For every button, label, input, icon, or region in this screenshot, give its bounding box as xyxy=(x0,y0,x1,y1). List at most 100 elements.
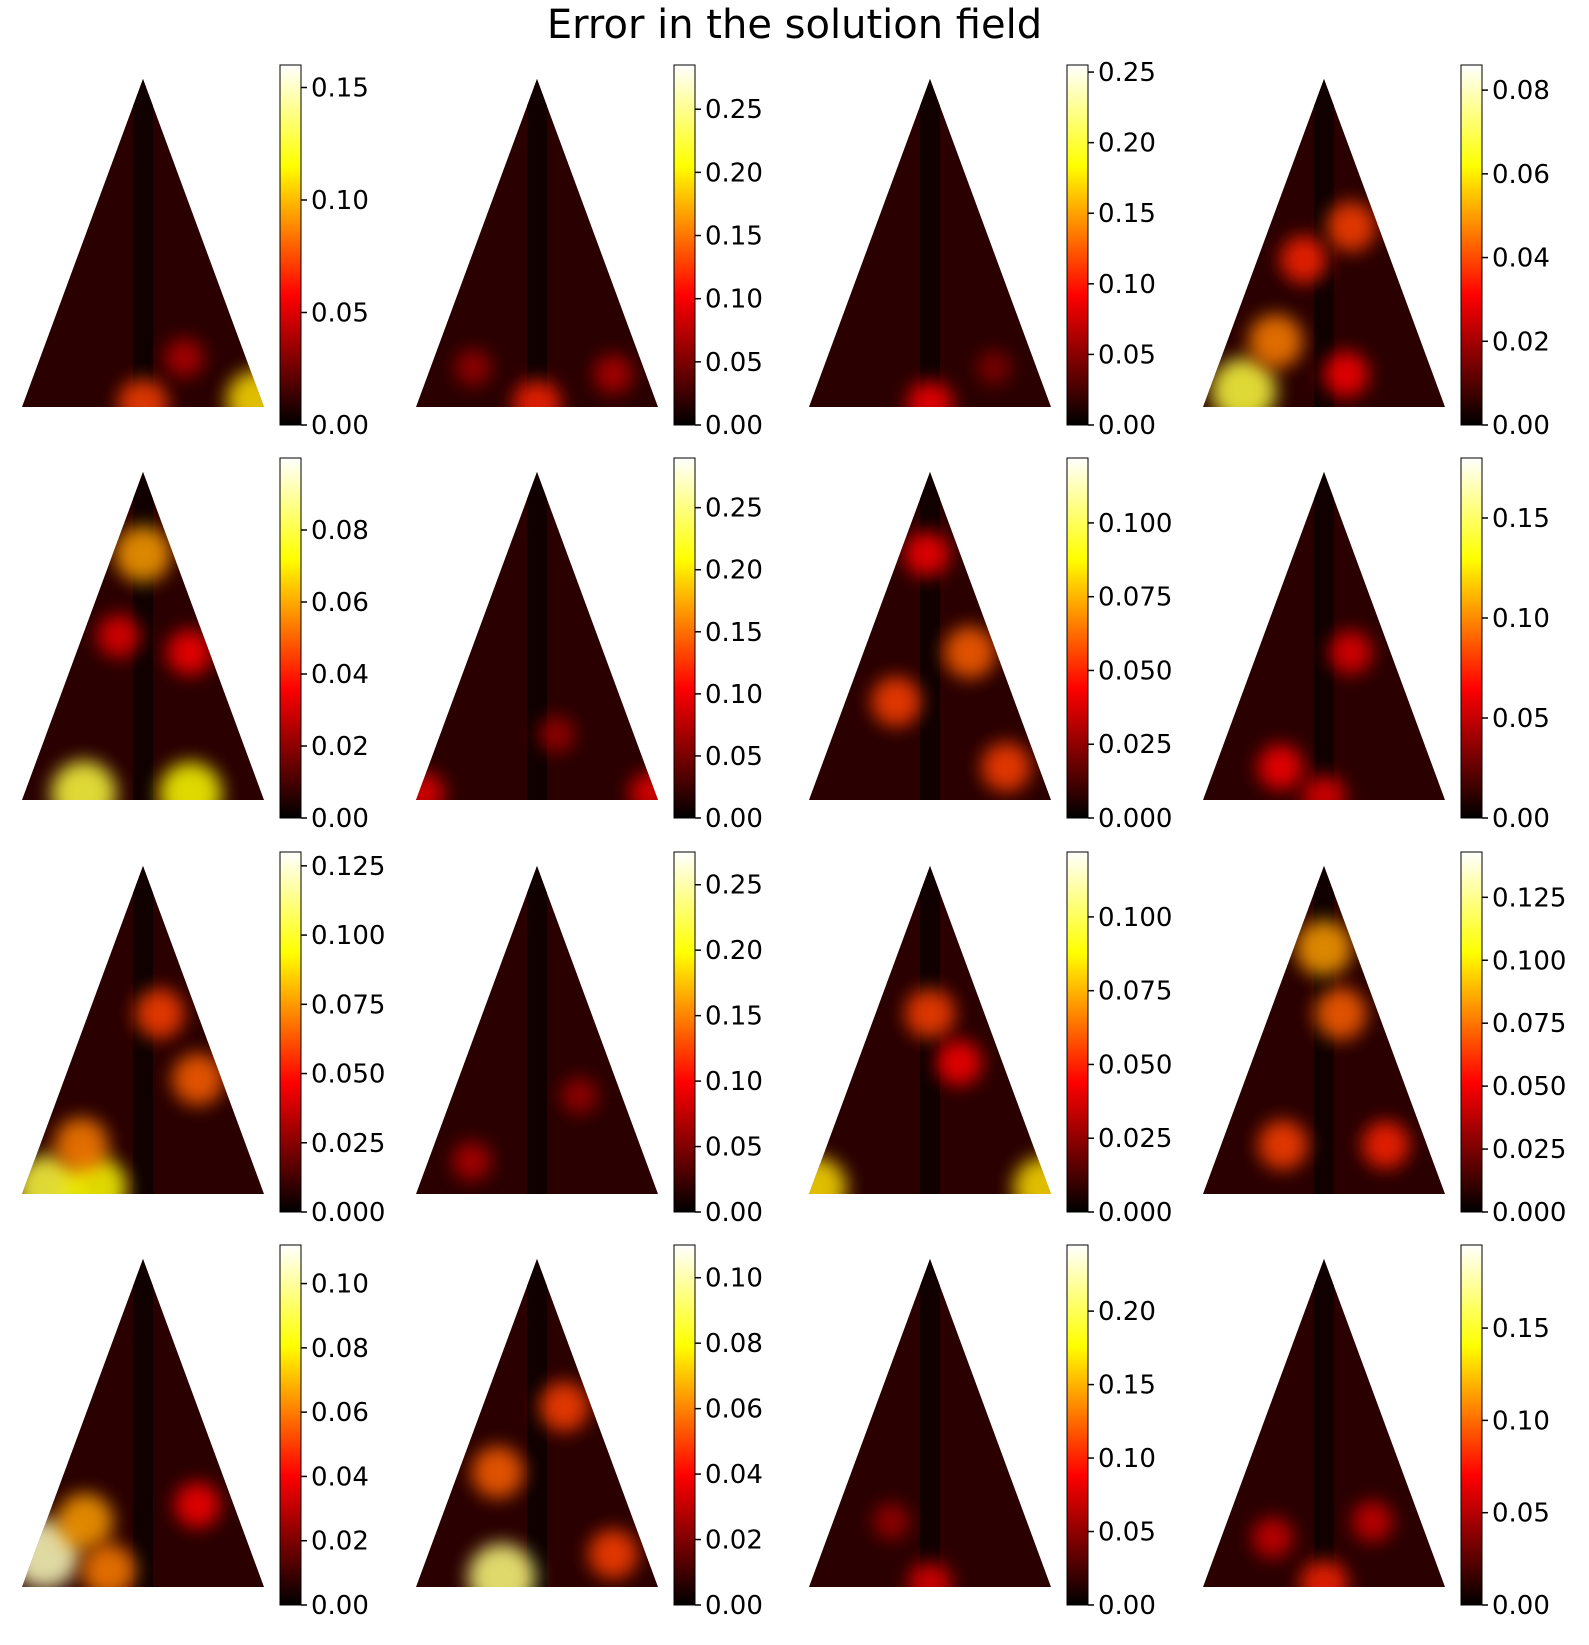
error-hotspot xyxy=(1248,314,1302,368)
error-hotspot xyxy=(226,370,287,431)
colorbar xyxy=(280,65,301,425)
error-hotspot xyxy=(873,1503,910,1540)
colorbar-tick-label: 0.025 xyxy=(1492,1135,1566,1165)
error-hotspot xyxy=(977,350,1012,385)
colorbar-tick-label: 0.05 xyxy=(1492,704,1550,734)
error-hotspot xyxy=(97,614,140,657)
error-hotspot xyxy=(1013,1157,1074,1218)
error-field xyxy=(786,866,1075,1218)
error-hotspot xyxy=(81,1543,135,1597)
colorbar xyxy=(674,1245,695,1605)
colorbar-tick-label: 0.00 xyxy=(311,1591,369,1621)
centerline-band xyxy=(527,1259,547,1587)
error-hotspot xyxy=(1258,1120,1308,1170)
error-hotspot xyxy=(904,531,950,577)
colorbar-tick-label: 0.10 xyxy=(705,285,763,315)
error-hotspot xyxy=(539,1382,589,1432)
colorbar-tick-label: 0.10 xyxy=(705,1264,763,1294)
heatmap-panel: 0.00 0.05 0.10 0.15 0.20 0.25 xyxy=(787,62,1182,454)
colorbar-tick-label: 0.00 xyxy=(1492,804,1550,834)
colorbar xyxy=(1461,852,1482,1212)
colorbar-tick-label: 0.08 xyxy=(311,1334,369,1364)
heatmap-panel: 0.00 0.02 0.04 0.06 0.08 xyxy=(0,455,395,847)
error-hotspot xyxy=(1362,1121,1410,1169)
error-hotspot xyxy=(561,1077,598,1114)
error-hotspot xyxy=(51,761,116,826)
colorbar-tick-label: 0.050 xyxy=(1098,1050,1172,1080)
colorbar-tick-label: 0.06 xyxy=(311,1398,369,1428)
error-hotspot xyxy=(172,1053,224,1105)
colorbar-tick-label: 0.20 xyxy=(705,556,763,586)
heatmap-svg: 0.00 0.05 0.10 0.15 xyxy=(1181,1242,1576,1634)
error-hotspot xyxy=(538,716,575,753)
colorbar-tick-label: 0.04 xyxy=(705,1460,763,1490)
colorbar-tick-label: 0.10 xyxy=(1492,1406,1550,1436)
colorbar-tick-label: 0.025 xyxy=(1098,730,1172,760)
colorbar-tick-label: 0.00 xyxy=(705,1198,763,1228)
colorbar-tick-label: 0.00 xyxy=(311,411,369,441)
colorbar-tick-label: 0.050 xyxy=(1492,1072,1566,1102)
heatmap-svg: 0.00 0.05 0.10 0.15 0.20 0.25 xyxy=(394,849,789,1241)
colorbar-tick-label: 0.05 xyxy=(311,299,369,329)
colorbar-tick-label: 0.100 xyxy=(1098,509,1172,539)
error-hotspot xyxy=(118,379,168,429)
colorbar-tick-label: 0.00 xyxy=(705,804,763,834)
colorbar-tick-label: 0.04 xyxy=(311,1462,369,1492)
colorbar-tick-label: 0.10 xyxy=(311,186,369,216)
colorbar-tick-label: 0.125 xyxy=(1492,883,1566,913)
heatmap-panel: 0.000 0.025 0.050 0.075 0.100 0.125 xyxy=(1181,849,1576,1241)
colorbar-tick-label: 0.15 xyxy=(705,1002,763,1032)
colorbar-tick-label: 0.10 xyxy=(1492,604,1550,634)
heatmap-svg: 0.00 0.05 0.10 0.15 0.20 xyxy=(787,1242,1182,1634)
colorbar-tick-label: 0.10 xyxy=(1098,1444,1156,1474)
error-hotspot xyxy=(1300,1560,1348,1608)
colorbar-tick-label: 0.025 xyxy=(311,1129,385,1159)
colorbar-tick-label: 0.05 xyxy=(705,348,763,378)
colorbar xyxy=(280,458,301,818)
centerline-band xyxy=(920,472,940,800)
error-hotspot xyxy=(1302,775,1345,818)
colorbar xyxy=(1461,1245,1482,1605)
colorbar xyxy=(674,458,695,818)
centerline-band xyxy=(527,79,547,407)
colorbar-tick-label: 0.15 xyxy=(311,74,369,104)
centerline-band xyxy=(1314,472,1334,800)
colorbar-tick-label: 0.00 xyxy=(1492,1591,1550,1621)
colorbar-tick-label: 0.10 xyxy=(1098,270,1156,300)
error-hotspot xyxy=(401,772,444,815)
heatmap-svg: 0.000 0.025 0.050 0.075 0.100 0.125 xyxy=(0,849,395,1241)
error-hotspot xyxy=(629,772,672,815)
colorbar-tick-label: 0.10 xyxy=(311,1270,369,1300)
error-hotspot xyxy=(159,762,222,825)
colorbar-tick-label: 0.04 xyxy=(1492,244,1550,274)
heatmap-svg: 0.00 0.05 0.10 0.15 xyxy=(0,62,395,454)
heatmap-svg: 0.00 0.05 0.10 0.15 0.20 0.25 xyxy=(394,455,789,847)
colorbar xyxy=(674,852,695,1212)
error-hotspot xyxy=(944,626,996,678)
error-hotspot xyxy=(936,1040,982,1086)
heatmap-panel: 0.00 0.05 0.10 0.15 0.20 xyxy=(787,1242,1182,1634)
heatmap-panel: 0.00 0.02 0.04 0.06 0.08 0.10 xyxy=(394,1242,789,1634)
colorbar-tick-label: 0.15 xyxy=(705,222,763,252)
heatmap-panel: 0.00 0.05 0.10 0.15 xyxy=(1181,1242,1576,1634)
colorbar-tick-label: 0.25 xyxy=(1098,58,1156,88)
colorbar-tick-label: 0.20 xyxy=(1098,129,1156,159)
colorbar-tick-label: 0.000 xyxy=(1098,804,1172,834)
colorbar-tick-label: 0.00 xyxy=(705,1591,763,1621)
error-field xyxy=(51,472,222,826)
colorbar-tick-label: 0.04 xyxy=(311,660,369,690)
error-hotspot xyxy=(134,989,184,1039)
colorbar-tick-label: 0.075 xyxy=(311,990,385,1020)
heatmap-panel: 0.00 0.05 0.10 0.15 0.20 0.25 xyxy=(394,849,789,1241)
heatmap-panel: 0.00 0.05 0.10 0.15 0.20 0.25 xyxy=(394,455,789,847)
centerline-band xyxy=(920,79,940,407)
colorbar xyxy=(1067,852,1088,1212)
error-hotspot xyxy=(167,630,213,676)
colorbar-tick-label: 0.06 xyxy=(1492,160,1550,190)
error-hotspot xyxy=(165,338,204,377)
colorbar-tick-label: 0.00 xyxy=(1098,411,1156,441)
heatmap-svg: 0.00 0.05 0.10 0.15 xyxy=(1181,455,1576,847)
error-hotspot xyxy=(594,355,633,394)
error-hotspot xyxy=(1211,358,1276,423)
colorbar-tick-label: 0.10 xyxy=(705,680,763,710)
